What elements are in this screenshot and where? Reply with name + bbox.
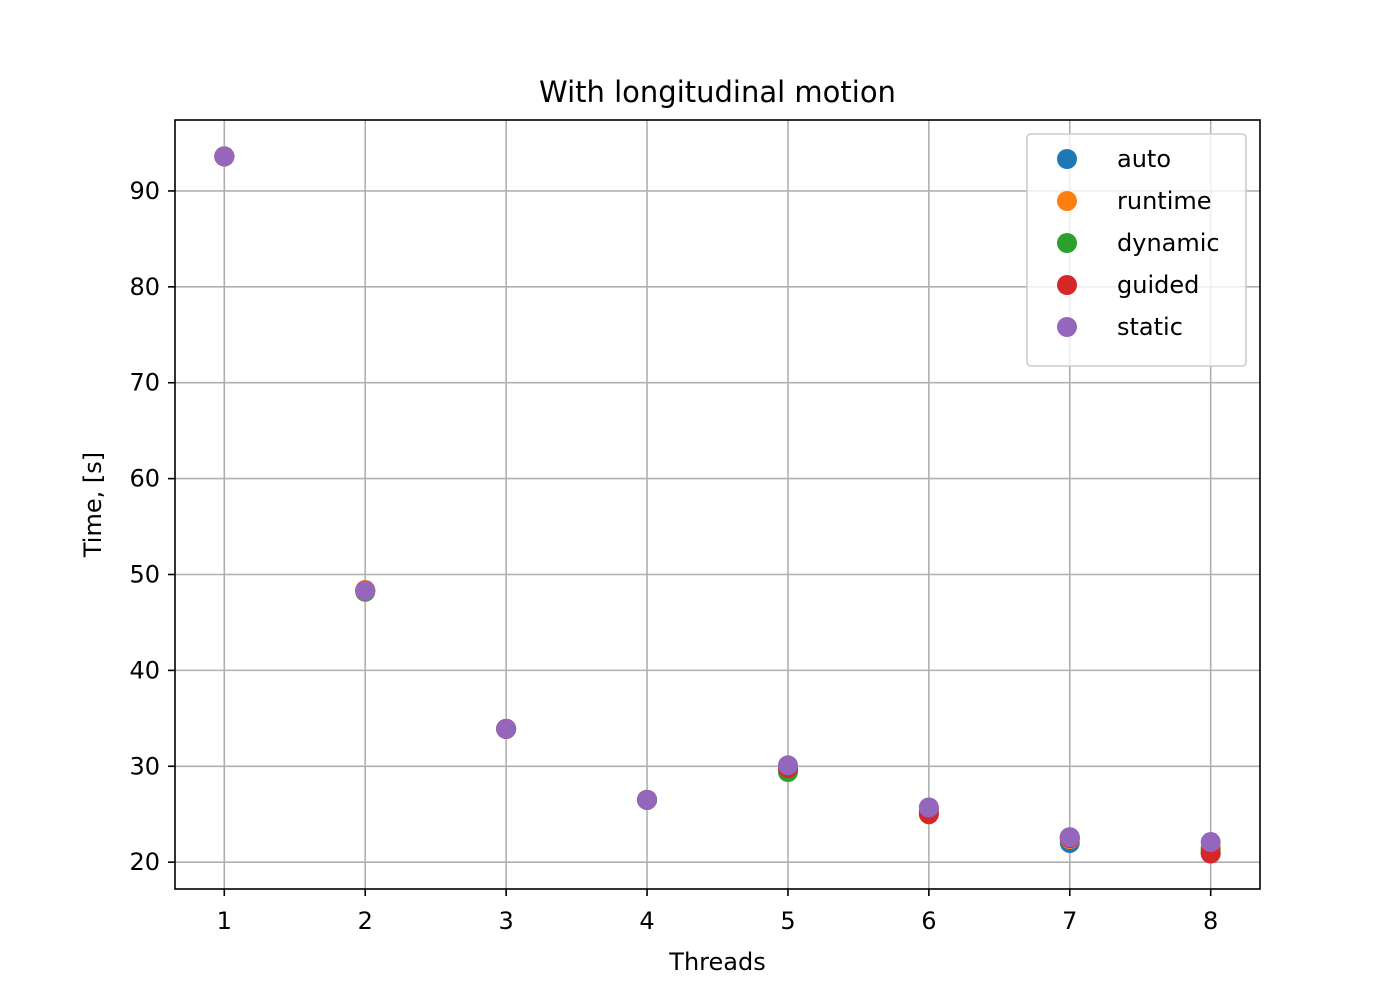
data-point (355, 580, 376, 601)
y-tick-label: 80 (129, 273, 160, 301)
legend-frame (1026, 133, 1247, 367)
series-static (214, 146, 1221, 853)
data-point (637, 789, 658, 810)
data-point (1200, 832, 1221, 853)
legend-marker (1057, 191, 1077, 211)
x-tick-label: 7 (1062, 907, 1077, 935)
legend-item-guided: guided (1057, 271, 1199, 299)
axis-ticks: 1 2 3 4 5 6 7 8 20 30 40 50 60 70 80 90 (129, 177, 1218, 935)
legend-label: static (1117, 313, 1183, 341)
x-tick-label: 4 (639, 907, 654, 935)
legend-label: dynamic (1117, 229, 1220, 257)
legend-item-runtime: runtime (1057, 187, 1212, 215)
chart-title: With longitudinal motion (539, 75, 896, 109)
y-tick-label: 60 (129, 465, 160, 493)
x-tick-label: 2 (358, 907, 373, 935)
data-point (1059, 827, 1080, 848)
legend-item-static: static (1057, 313, 1183, 341)
y-tick-label: 20 (129, 848, 160, 876)
legend-marker (1057, 233, 1077, 253)
legend-label: guided (1117, 271, 1199, 299)
y-tick-label: 90 (129, 177, 160, 205)
x-axis-label: Threads (668, 948, 765, 976)
legend-marker (1057, 149, 1077, 169)
x-tick-label: 8 (1203, 907, 1218, 935)
y-tick-label: 50 (129, 560, 160, 588)
legend-label: auto (1117, 145, 1171, 173)
y-tick-label: 40 (129, 656, 160, 684)
x-tick-label: 3 (498, 907, 513, 935)
legend-item-auto: auto (1057, 145, 1171, 173)
y-tick-label: 70 (129, 369, 160, 397)
legend-item-dynamic: dynamic (1057, 229, 1220, 257)
legend-marker (1057, 317, 1077, 337)
data-points (214, 146, 1221, 864)
data-point (777, 755, 798, 776)
y-axis-label: Time, [s] (79, 452, 107, 558)
x-tick-label: 6 (921, 907, 936, 935)
x-tick-label: 1 (217, 907, 232, 935)
legend-marker (1057, 275, 1077, 295)
plot-area-frame (174, 119, 1261, 890)
legend: auto runtime dynamic guided static (1026, 133, 1247, 367)
y-tick-label: 30 (129, 752, 160, 780)
legend-label: runtime (1117, 187, 1212, 215)
data-point (918, 797, 939, 818)
x-tick-label: 5 (780, 907, 795, 935)
data-point (214, 146, 235, 167)
data-point (496, 718, 517, 739)
